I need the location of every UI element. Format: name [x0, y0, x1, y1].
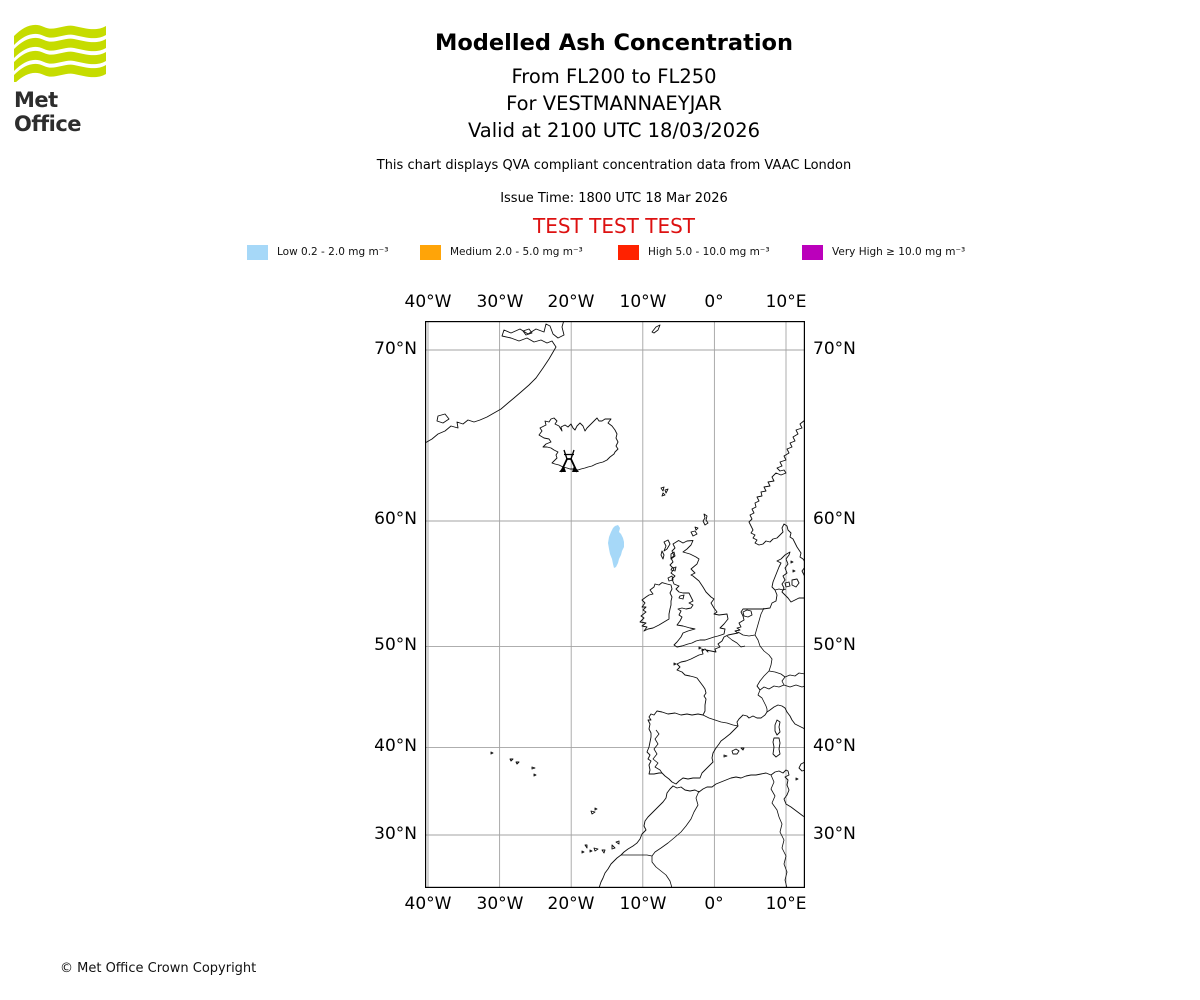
legend-swatch-very-high: [802, 244, 823, 260]
x-tick-bottom-0: 0°: [704, 894, 724, 914]
issue-time: Issue Time: 1800 UTC 18 Mar 2026: [500, 191, 728, 206]
coastline-hebrides: [660, 539, 677, 582]
x-tick-top-10e: 10°E: [765, 292, 807, 312]
legend-label-very-high: Very High ≥ 10.0 mg m⁻³: [832, 246, 966, 258]
coastline-iceland: [538, 417, 619, 471]
coastline-greenland-island: [436, 328, 533, 424]
legend-item-very-high: Very High ≥ 10.0 mg m⁻³: [802, 244, 965, 260]
coastline-small-islands: [673, 646, 799, 781]
subtitle-valid-time: Valid at 2100 UTC 18/03/2026: [467, 119, 761, 142]
volcano-marker-icon: [559, 449, 579, 473]
y-tick-left-70n: 70°N: [374, 339, 417, 359]
coastline-azores: [490, 751, 537, 777]
subtitle-flight-levels: From FL200 to FL250: [511, 65, 717, 88]
legend-swatch-medium: [420, 244, 441, 260]
coastline-shetland: [702, 513, 709, 526]
coastline-continent: [646, 551, 805, 785]
coastline-jan-mayen: [651, 324, 661, 334]
legend-swatch-high: [618, 244, 639, 260]
x-tick-top-20w: 20°W: [547, 292, 595, 312]
coastline-balearics: [723, 747, 745, 758]
x-tick-bottom-30w: 30°W: [476, 894, 524, 914]
test-banner: TEST TEST TEST: [532, 214, 695, 238]
met-office-logo: Met Office: [14, 22, 124, 136]
qva-description: This chart displays QVA compliant concen…: [376, 158, 852, 173]
legend-label-low: Low 0.2 - 2.0 mg m⁻³: [277, 246, 389, 258]
coastline-sicily-tip: [798, 761, 805, 772]
coastline-ijsselmeer: [742, 609, 753, 618]
y-tick-right-70n: 70°N: [813, 339, 856, 359]
country-borders: [621, 588, 805, 888]
coastline-danish-islands: [784, 560, 800, 588]
coastline-greenland: [425, 321, 565, 444]
coastline-orkney: [690, 526, 699, 537]
coastline-sardinia: [772, 737, 781, 758]
y-tick-right-50n: 50°N: [813, 635, 856, 655]
y-tick-left-30n: 30°N: [374, 824, 417, 844]
legend-item-medium: Medium 2.0 - 5.0 mg m⁻³: [420, 244, 583, 260]
coastline-corsica: [774, 719, 781, 736]
map-canvas: [425, 321, 805, 888]
met-office-logo-text: Met Office: [14, 88, 82, 136]
y-tick-left-40n: 40°N: [374, 736, 417, 756]
x-tick-bottom-10e: 10°E: [765, 894, 807, 914]
x-tick-bottom-40w: 40°W: [404, 894, 452, 914]
y-tick-left-50n: 50°N: [374, 635, 417, 655]
coastline-great-britain: [669, 540, 729, 648]
legend-item-high: High 5.0 - 10.0 mg m⁻³: [618, 244, 770, 260]
x-tick-top-0: 0°: [704, 292, 724, 312]
coastline-ireland: [639, 582, 673, 632]
x-tick-top-40w: 40°W: [404, 292, 452, 312]
map-border: [425, 321, 805, 888]
x-tick-bottom-20w: 20°W: [547, 894, 595, 914]
y-tick-right-30n: 30°N: [813, 824, 856, 844]
y-tick-right-60n: 60°N: [813, 509, 856, 529]
subtitle-volcano: For VESTMANNAEYJAR: [506, 92, 722, 115]
ash-cloud-polygon: [608, 525, 624, 568]
coastline-norway-sweden: [748, 419, 805, 563]
coastline-isle-of-man: [678, 594, 685, 600]
coastline-africa-mediterranean: [672, 769, 805, 818]
x-tick-top-10w: 10°W: [619, 292, 667, 312]
graticule-grid-lines: [425, 321, 805, 888]
y-tick-left-60n: 60°N: [374, 509, 417, 529]
legend-swatch-low: [247, 244, 268, 260]
met-office-waves-icon: [14, 24, 106, 84]
y-tick-right-40n: 40°N: [813, 736, 856, 756]
title-block: Modelled Ash Concentration From FL200 to…: [214, 30, 1014, 144]
copyright-notice: © Met Office Crown Copyright: [60, 961, 257, 976]
coastline-faroe-islands: [660, 486, 669, 497]
coastline-canary-islands: [581, 840, 620, 854]
legend-label-medium: Medium 2.0 - 5.0 mg m⁻³: [450, 246, 583, 258]
coastline-africa-atlantic: [598, 785, 674, 888]
coastline-madeira: [590, 807, 598, 815]
legend-label-high: High 5.0 - 10.0 mg m⁻³: [648, 246, 770, 258]
x-tick-bottom-10w: 10°W: [619, 894, 667, 914]
legend-item-low: Low 0.2 - 2.0 mg m⁻³: [247, 244, 388, 260]
page-title: Modelled Ash Concentration: [434, 30, 794, 56]
x-tick-top-30w: 30°W: [476, 292, 524, 312]
